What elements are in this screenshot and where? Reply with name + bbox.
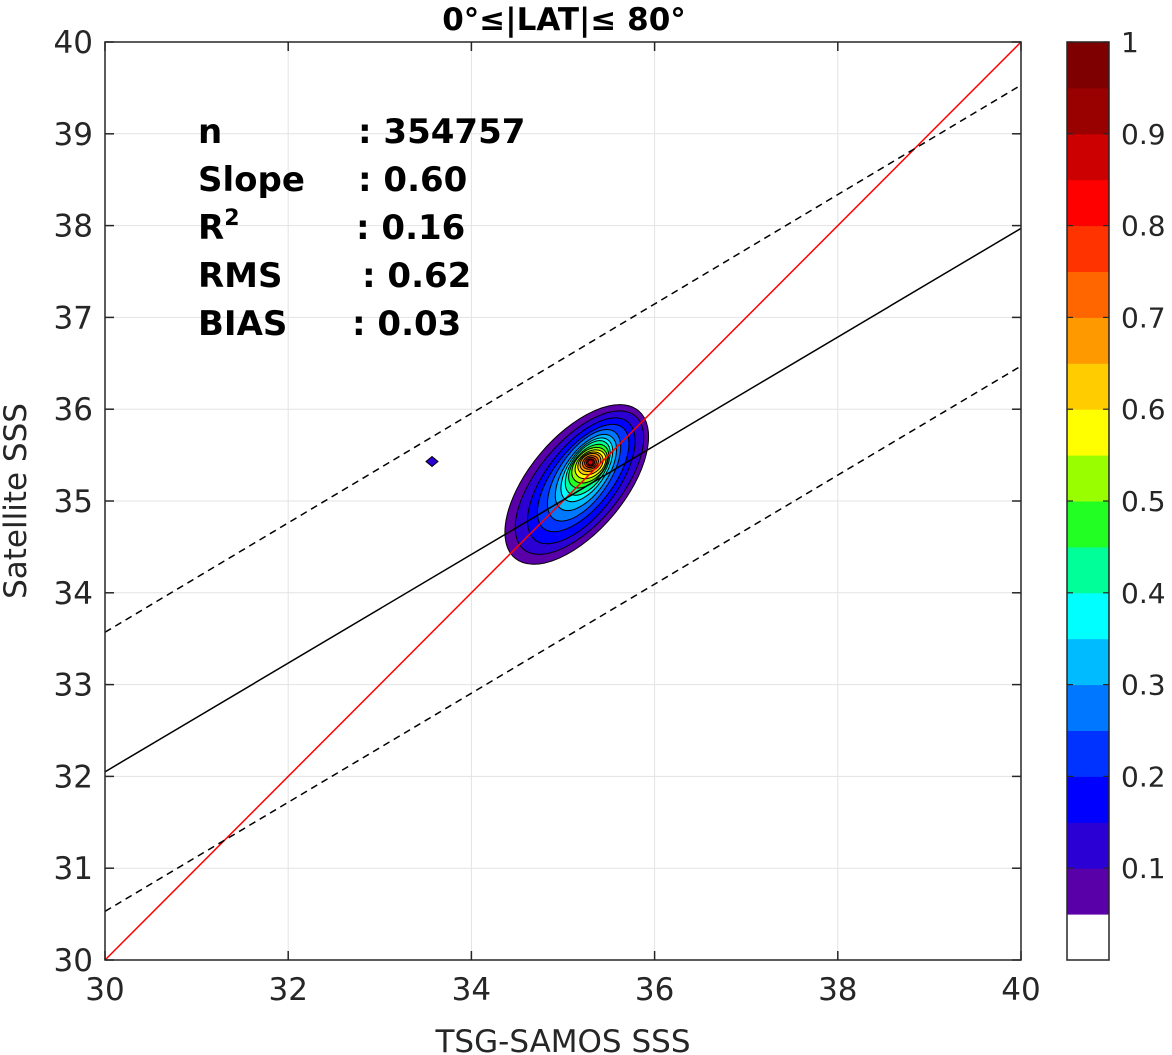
colorbar-tick-label: 1 bbox=[1121, 26, 1139, 59]
colorbar-segment bbox=[1067, 914, 1109, 961]
colorbar-segment bbox=[1067, 225, 1109, 272]
y-tick-label: 35 bbox=[54, 484, 93, 520]
colorbar-segment bbox=[1067, 455, 1109, 502]
colorbar-segment bbox=[1067, 363, 1109, 410]
colorbar-tick-label: 0.3 bbox=[1121, 669, 1166, 702]
x-tick-label: 36 bbox=[635, 972, 674, 1008]
colorbar-segment bbox=[1067, 133, 1109, 181]
colorbar-tick-label: 0.9 bbox=[1121, 118, 1166, 151]
axis-ticks: 30 32 34 36 38 40 30 31 32 33 34 35 36 37 38 39 40 bbox=[54, 25, 1041, 1008]
y-tick-label: 30 bbox=[54, 943, 93, 979]
outlier-blob bbox=[425, 455, 439, 468]
colorbar-segment bbox=[1067, 409, 1109, 456]
colorbar-segment bbox=[1067, 868, 1109, 915]
colorbar-segment bbox=[1067, 317, 1109, 364]
regression-line bbox=[105, 227, 1021, 773]
x-tick-label: 34 bbox=[452, 972, 491, 1008]
stat-value: : 0.16 bbox=[356, 208, 465, 248]
chart-title: 0°≤|LAT|≤ 80° bbox=[442, 2, 686, 38]
colorbar-segment bbox=[1067, 776, 1109, 823]
colorbar-segment bbox=[1067, 179, 1109, 227]
upper-bound-line bbox=[105, 84, 1021, 633]
colorbar-segment bbox=[1067, 822, 1109, 869]
colorbar-tick-label: 0.6 bbox=[1121, 393, 1166, 426]
colorbar-segment bbox=[1067, 638, 1109, 686]
x-tick-label: 40 bbox=[1001, 972, 1040, 1008]
stat-label: BIAS bbox=[198, 304, 287, 344]
colorbar-tick-label: 0.4 bbox=[1121, 577, 1166, 610]
stat-value: : 0.03 bbox=[352, 304, 461, 344]
y-tick-label: 33 bbox=[54, 668, 93, 704]
y-tick-label: 39 bbox=[54, 117, 93, 153]
colorbar-tick-label: 0.1 bbox=[1121, 852, 1166, 885]
y-tick-label: 40 bbox=[54, 25, 93, 61]
stat-value: : 0.62 bbox=[362, 256, 471, 296]
colorbar-tick-label: 0.5 bbox=[1121, 485, 1166, 518]
contour-level bbox=[587, 459, 594, 466]
colorbar-segment bbox=[1067, 271, 1109, 318]
y-tick-label: 32 bbox=[54, 759, 93, 795]
colorbar-segment bbox=[1067, 592, 1109, 640]
colorbar-segment bbox=[1067, 42, 1109, 89]
y-tick-label: 38 bbox=[54, 209, 93, 245]
colorbar-segment bbox=[1067, 546, 1109, 594]
x-tick-label: 30 bbox=[85, 972, 124, 1008]
stat-label: n bbox=[198, 112, 222, 152]
x-axis-label: TSG-SAMOS SSS bbox=[435, 1024, 691, 1055]
stat-label-superscript: 2 bbox=[224, 206, 239, 231]
grid-lines bbox=[104, 41, 1022, 961]
one-to-one-line bbox=[105, 42, 1021, 960]
stat-value: : 354757 bbox=[358, 112, 525, 152]
stat-value: : 0.60 bbox=[358, 160, 467, 200]
stat-label: RMS bbox=[198, 256, 283, 296]
colorbar-segment bbox=[1067, 87, 1109, 135]
x-tick-label: 38 bbox=[818, 972, 857, 1008]
stat-label: Slope bbox=[198, 160, 305, 200]
colorbar-segment bbox=[1067, 730, 1109, 777]
colorbar: 0.1 0.2 0.3 0.4 0.5 0.6 0.7 0.8 0.9 1 bbox=[1066, 26, 1166, 961]
fit-lines bbox=[105, 42, 1021, 960]
y-tick-label: 34 bbox=[54, 576, 93, 612]
colorbar-tick-label: 0.8 bbox=[1121, 210, 1166, 243]
colorbar-tick-label: 0.7 bbox=[1121, 301, 1166, 334]
colorbar-segment bbox=[1067, 501, 1109, 548]
lower-bound-line bbox=[105, 365, 1021, 912]
colorbar-segment bbox=[1067, 684, 1109, 731]
x-tick-label: 32 bbox=[268, 972, 307, 1008]
y-tick-label: 36 bbox=[54, 392, 93, 428]
y-tick-label: 31 bbox=[54, 851, 93, 887]
y-axis-label: Satellite SSS bbox=[0, 403, 34, 599]
y-tick-label: 37 bbox=[54, 300, 93, 336]
colorbar-tick-label: 0.2 bbox=[1121, 760, 1166, 793]
